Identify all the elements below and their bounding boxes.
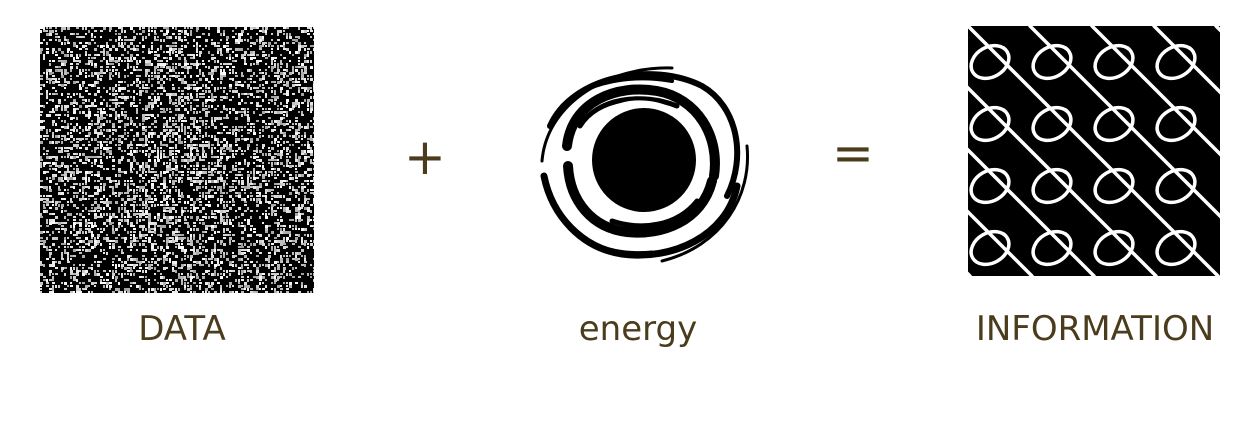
plus-operator: + xyxy=(404,128,446,186)
swirl-vortex-icon xyxy=(540,66,750,263)
energy-label: energy xyxy=(578,309,698,349)
noise-texture-icon xyxy=(40,27,314,293)
energy-swirl-image xyxy=(522,44,762,269)
information-pattern-image xyxy=(960,24,1224,282)
ordered-loop-pattern-icon xyxy=(960,24,1224,278)
data-noise-image xyxy=(40,27,314,293)
information-label: INFORMATION xyxy=(975,309,1215,349)
equals-operator: = xyxy=(832,124,874,182)
data-label: DATA xyxy=(138,309,226,349)
